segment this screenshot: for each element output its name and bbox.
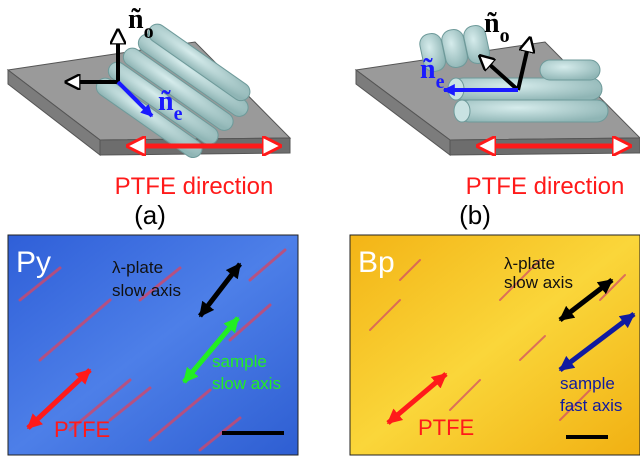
axis-ne-a [116, 80, 154, 118]
panel-a: ño ñe PTFE direction (a) [6, 4, 292, 230]
bp-sample-name: Bp [358, 246, 395, 279]
py-sample-label: sample slow axis [212, 352, 281, 393]
bp-ptfe-label: PTFE [418, 415, 474, 440]
py-ptfe-arrow [26, 368, 92, 430]
py-sample-arrow [182, 316, 240, 384]
ptfe-direction-label-b: PTFE direction [466, 173, 625, 200]
n-e-label-a: ñe [158, 86, 183, 125]
panel-b: ño ñe PTFE direction (b) [354, 8, 640, 230]
micrograph-py: Py λ-plate slow axis sample slow axis PT… [7, 234, 299, 456]
py-streaks [18, 248, 287, 452]
py-lambda-arrow [198, 262, 242, 318]
substrate-b-left [355, 69, 451, 157]
bp-streaks [369, 259, 626, 421]
substrate-a-left [7, 68, 101, 157]
bp-sample-arrow [558, 312, 636, 372]
axis-no-b [516, 38, 530, 91]
caption-a: (a) [134, 200, 166, 230]
n-o-label-a: ño [128, 4, 154, 43]
n-e-label-b: ñe [420, 54, 445, 93]
py-sample-name: Py [16, 246, 51, 279]
caption-b: (b) [459, 200, 491, 230]
bp-ptfe-arrow [386, 372, 448, 425]
py-lambda-label: λ-plate slow axis [112, 258, 181, 300]
bp-sample-label: sample fast axis [560, 374, 622, 415]
axis-x-b [480, 56, 520, 92]
n-o-label-b: ño [484, 8, 510, 47]
ptfe-direction-label-a: PTFE direction [115, 173, 274, 200]
py-ptfe-label: PTFE [54, 417, 110, 442]
micrograph-bp: Bp λ-plate slow axis sample fast axis PT… [349, 234, 640, 456]
bp-lambda-label: λ-plate slow axis [504, 254, 573, 292]
